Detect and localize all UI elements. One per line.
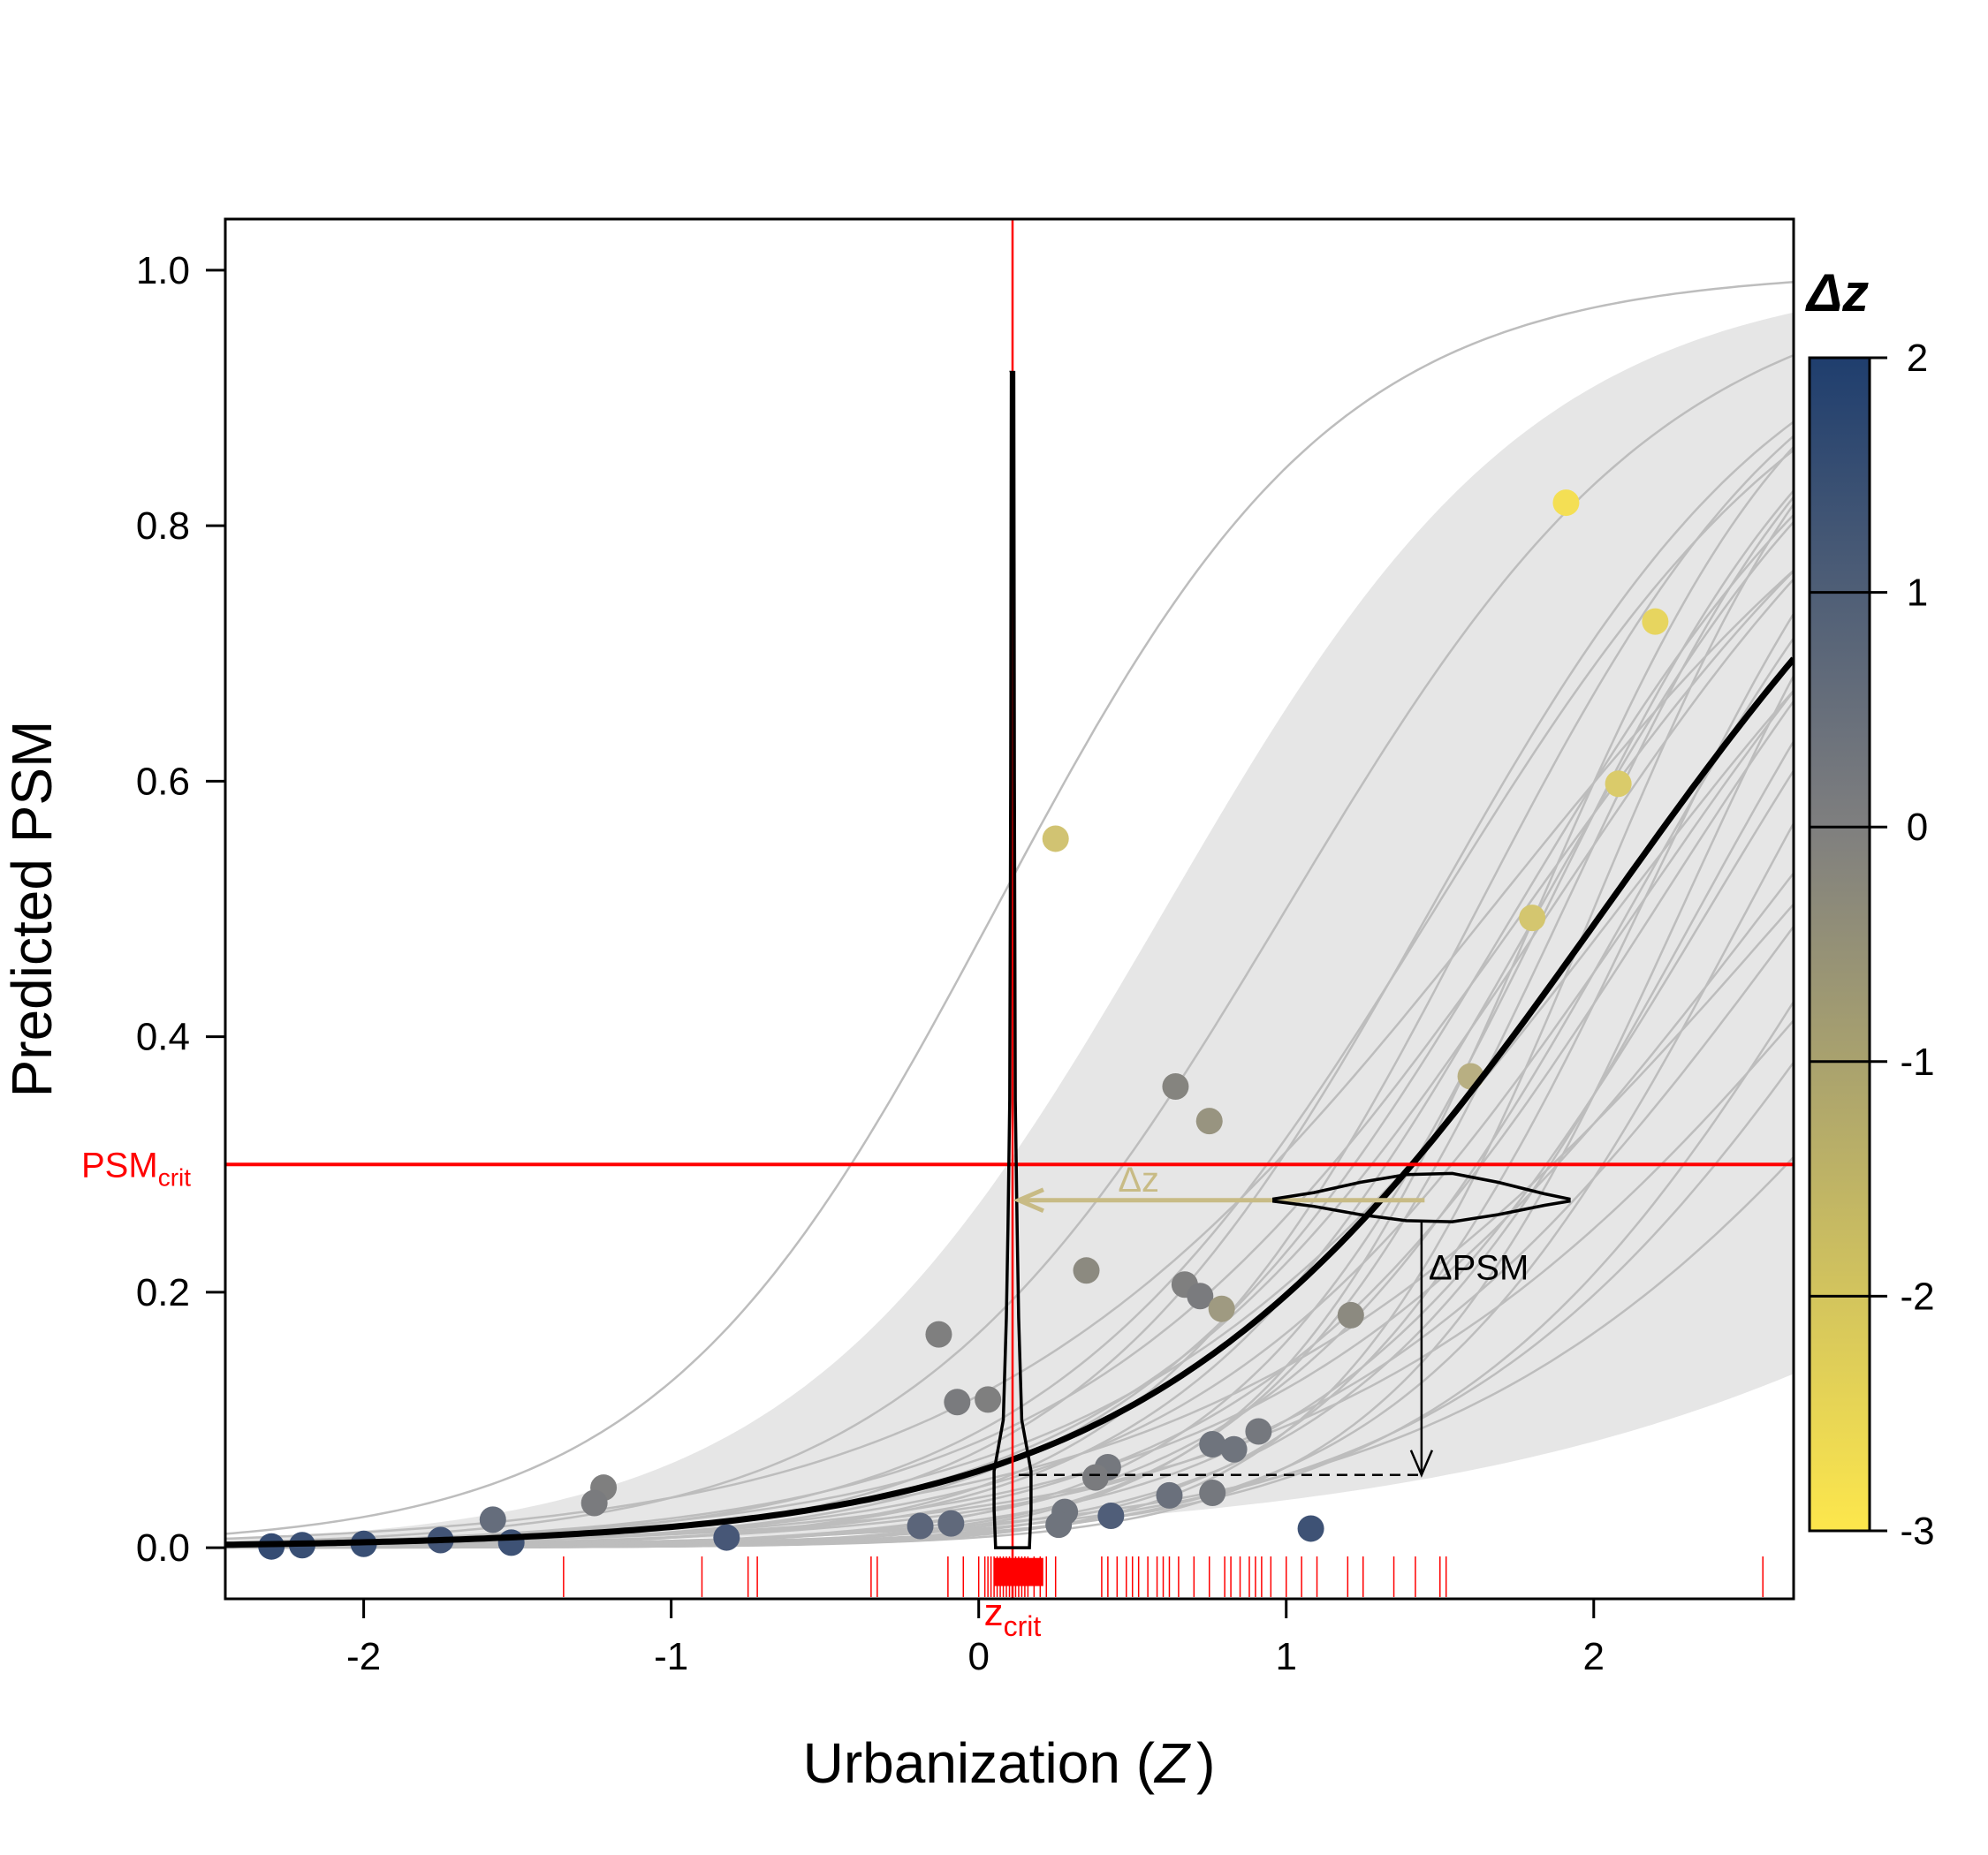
data-point bbox=[1097, 1502, 1125, 1529]
psm-violin bbox=[1272, 1171, 1571, 1223]
x-axis: -2 -1 0 1 2 bbox=[346, 1599, 1605, 1678]
posterior-curve bbox=[225, 1156, 1794, 1548]
psm-crit-text: PSM bbox=[81, 1146, 158, 1185]
data-point bbox=[1199, 1430, 1226, 1458]
data-point bbox=[1605, 770, 1632, 798]
y-axis: 0.0 0.2 0.4 0.6 0.8 1.0 bbox=[136, 249, 225, 1570]
colorbar-ticks: 2 1 0 -1 -2 -3 bbox=[1810, 337, 1935, 1553]
x-axis-title-var: Z bbox=[1153, 1731, 1191, 1795]
data-point bbox=[944, 1389, 971, 1416]
zcrit-text: z bbox=[984, 1591, 1004, 1634]
colorbar bbox=[1808, 356, 1871, 1533]
data-point bbox=[1337, 1301, 1364, 1329]
zcrit-rug bbox=[563, 1556, 1764, 1597]
posterior-curve bbox=[225, 637, 1794, 1548]
delta-psm-arrowhead bbox=[1409, 1450, 1434, 1478]
data-point bbox=[1552, 489, 1580, 517]
zcrit-box bbox=[994, 1557, 1043, 1586]
x-tick-label: 0 bbox=[967, 1635, 989, 1678]
y-tick-label: 0.6 bbox=[136, 760, 190, 803]
colorbar-tick-label: 1 bbox=[1907, 572, 1928, 615]
data-point bbox=[479, 1506, 506, 1533]
data-point bbox=[1081, 1464, 1109, 1491]
data-point bbox=[1195, 1108, 1223, 1135]
data-point bbox=[1245, 1418, 1272, 1445]
posterior-curve bbox=[225, 926, 1794, 1548]
y-tick-label: 0.0 bbox=[136, 1526, 190, 1570]
x-tick-label: -1 bbox=[654, 1635, 688, 1678]
mean-curve bbox=[225, 656, 1794, 1548]
colorbar-title: Δz bbox=[1805, 263, 1869, 322]
data-point bbox=[497, 1529, 525, 1556]
data-point bbox=[713, 1524, 740, 1551]
x-tick-label: 2 bbox=[1583, 1635, 1605, 1678]
zcrit-label: zcrit bbox=[984, 1591, 1042, 1642]
delta-z-label: Δz bbox=[1118, 1161, 1159, 1200]
data-points bbox=[258, 489, 1669, 1560]
y-tick-label: 1.0 bbox=[136, 249, 190, 292]
data-point bbox=[1642, 608, 1669, 635]
plot-frame bbox=[224, 217, 1795, 1601]
posterior-curve bbox=[225, 822, 1794, 1549]
zcrit-violin bbox=[992, 370, 1033, 1549]
data-point bbox=[925, 1321, 952, 1348]
x-axis-title-close: ) bbox=[1196, 1731, 1215, 1795]
y-tick-label: 0.4 bbox=[136, 1016, 190, 1059]
x-tick-label: 1 bbox=[1275, 1635, 1296, 1678]
data-point bbox=[907, 1512, 934, 1540]
colorbar-tick-label: -2 bbox=[1900, 1275, 1934, 1318]
y-tick-label: 0.8 bbox=[136, 504, 190, 548]
psm-crit-label: PSMcrit bbox=[81, 1146, 191, 1191]
colorbar-tick-label: -3 bbox=[1900, 1510, 1934, 1553]
psm-crit-sub: crit bbox=[158, 1163, 192, 1191]
data-point bbox=[975, 1386, 1002, 1413]
data-point bbox=[937, 1510, 965, 1537]
data-point bbox=[1187, 1283, 1214, 1310]
x-tick-label: -2 bbox=[346, 1635, 381, 1678]
colorbar-tick-label: 0 bbox=[1907, 806, 1928, 849]
colorbar-tick-label: -1 bbox=[1900, 1041, 1934, 1084]
data-point bbox=[1297, 1515, 1324, 1542]
posterior-curve bbox=[225, 570, 1794, 1545]
data-point bbox=[1162, 1073, 1189, 1101]
delta-z-arrowhead bbox=[1013, 1187, 1044, 1214]
credible-band bbox=[225, 312, 1794, 1546]
y-tick-label: 0.2 bbox=[136, 1271, 190, 1314]
data-point bbox=[1073, 1257, 1100, 1284]
data-point bbox=[580, 1489, 608, 1517]
data-point bbox=[1045, 1511, 1073, 1539]
data-point bbox=[1208, 1295, 1235, 1322]
data-point bbox=[1042, 825, 1069, 852]
zcrit-sub: crit bbox=[1004, 1610, 1042, 1642]
delta-psm-label: ΔPSM bbox=[1429, 1248, 1529, 1287]
y-axis-title: Predicted PSM bbox=[0, 721, 64, 1098]
data-point bbox=[1220, 1435, 1248, 1463]
data-point bbox=[1519, 905, 1546, 932]
data-point bbox=[1199, 1479, 1226, 1506]
colorbar-tick-label: 2 bbox=[1907, 337, 1928, 380]
data-point bbox=[1156, 1481, 1183, 1509]
x-axis-title-text: Urbanization ( bbox=[803, 1731, 1155, 1795]
x-axis-title: Urbanization (Z) bbox=[803, 1731, 1216, 1795]
